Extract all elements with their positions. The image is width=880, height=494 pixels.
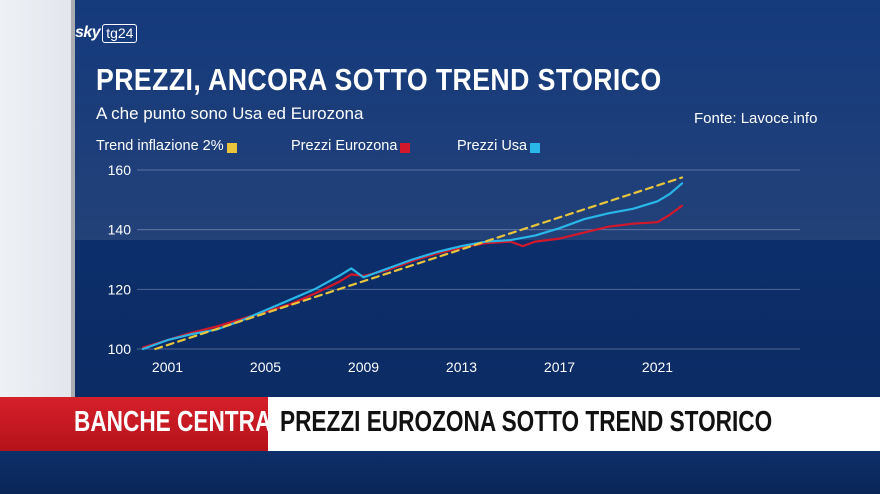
ticker-headline: PREZZI EUROZONA SOTTO TREND STORICO <box>280 406 773 438</box>
y-tick-label: 120 <box>108 281 132 297</box>
y-tick-label: 100 <box>108 341 132 357</box>
x-tick-label: 2021 <box>642 359 673 375</box>
legend-label-eurozona: Prezzi Eurozona <box>291 138 398 154</box>
x-tick-label: 2017 <box>544 359 575 375</box>
legend-label-trend: Trend inflazione 2% <box>96 138 224 154</box>
logo-sky: sky <box>75 24 101 41</box>
legend-item-usa: Prezzi Usa <box>457 138 541 154</box>
chart-source: Fonte: Lavoce.info <box>694 110 818 127</box>
logo-tg24: tg24 <box>102 23 138 43</box>
x-tick-label: 2001 <box>152 359 183 375</box>
y-tick-label: 140 <box>108 222 132 238</box>
legend-item-eurozona: Prezzi Eurozona <box>291 138 411 154</box>
x-tick-label: 2013 <box>446 359 477 375</box>
bottom-bar <box>0 451 880 494</box>
legend-swatch-eurozona <box>400 142 411 153</box>
legend-swatch-usa <box>530 142 541 153</box>
ticker-category-label: BANCHE CENTRALI <box>74 406 292 438</box>
legend-item-trend: Trend inflazione 2% <box>96 138 237 154</box>
legend-label-usa: Prezzi Usa <box>457 138 528 154</box>
legend-swatch-trend <box>226 142 237 153</box>
sky-tg24-logo: sky tg24 <box>75 22 138 44</box>
chart-title: PREZZI, ANCORA SOTTO TREND STORICO <box>96 62 662 97</box>
x-tick-label: 2005 <box>250 359 281 375</box>
y-tick-label: 160 <box>108 162 132 178</box>
x-tick-label: 2009 <box>348 359 379 375</box>
chart-subtitle: A che punto sono Usa ed Eurozona <box>96 104 364 123</box>
ticker-category-tag: BANCHE CENTRALI <box>0 397 291 451</box>
trend-line <box>154 176 684 351</box>
